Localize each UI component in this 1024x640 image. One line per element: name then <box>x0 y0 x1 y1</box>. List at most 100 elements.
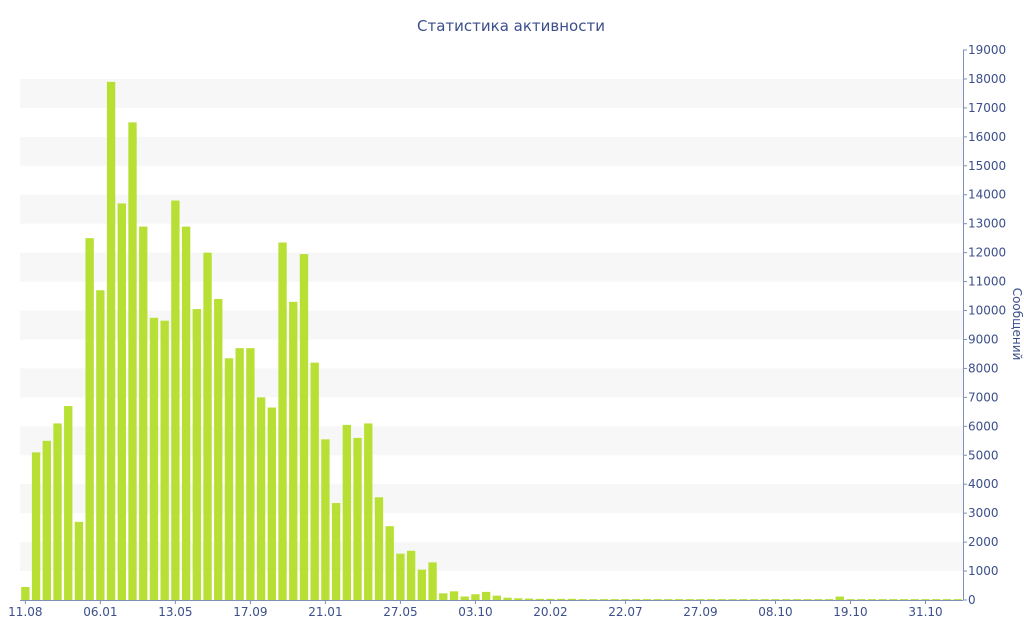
bar[interactable] <box>782 599 791 600</box>
bar[interactable] <box>814 599 823 600</box>
bar[interactable] <box>631 599 641 600</box>
bar[interactable] <box>235 348 244 600</box>
chart-title: Статистика активности <box>417 17 605 35</box>
grid-band <box>20 194 963 224</box>
bar[interactable] <box>42 440 51 600</box>
bar[interactable] <box>267 407 276 601</box>
bar[interactable] <box>610 599 619 600</box>
bar[interactable] <box>439 593 448 600</box>
bar[interactable] <box>556 598 566 600</box>
bar[interactable] <box>85 238 94 600</box>
bar[interactable] <box>106 81 116 601</box>
bar[interactable] <box>642 599 652 600</box>
bar[interactable] <box>899 599 909 600</box>
bar[interactable] <box>385 526 394 600</box>
bar[interactable] <box>256 397 266 600</box>
bar[interactable] <box>310 362 319 600</box>
bar[interactable] <box>289 301 298 600</box>
bar[interactable] <box>192 309 201 600</box>
bar[interactable] <box>53 423 62 600</box>
bar[interactable] <box>589 599 598 600</box>
bar[interactable] <box>481 591 491 600</box>
bar[interactable] <box>214 298 223 600</box>
bar[interactable] <box>803 599 812 600</box>
bar[interactable] <box>492 595 502 600</box>
bar[interactable] <box>599 599 609 600</box>
bar[interactable] <box>567 598 577 600</box>
bar[interactable] <box>364 423 373 600</box>
y-tick-label: 11000 <box>968 275 1006 289</box>
bar[interactable] <box>160 320 169 600</box>
x-tick-label: 17.09 <box>233 605 267 619</box>
bar[interactable] <box>846 599 855 600</box>
bar[interactable] <box>139 226 148 600</box>
bar[interactable] <box>74 521 84 600</box>
bar[interactable] <box>96 290 105 600</box>
bar[interactable] <box>460 596 469 600</box>
bar[interactable] <box>449 591 459 600</box>
bar[interactable] <box>867 599 877 600</box>
bar[interactable] <box>685 599 694 600</box>
y-tick-label: 9000 <box>968 332 999 346</box>
bar[interactable] <box>224 358 234 600</box>
bar[interactable] <box>707 599 716 600</box>
bar[interactable] <box>760 599 769 600</box>
bar[interactable] <box>878 599 887 600</box>
bar[interactable] <box>149 317 159 600</box>
bar[interactable] <box>771 599 780 600</box>
bar[interactable] <box>524 598 534 600</box>
bar[interactable] <box>942 599 952 600</box>
bar[interactable] <box>932 599 941 600</box>
bar[interactable] <box>674 599 684 600</box>
bar[interactable] <box>64 406 73 600</box>
bar[interactable] <box>792 599 802 600</box>
bar[interactable] <box>181 226 191 600</box>
bar[interactable] <box>653 599 662 600</box>
bar[interactable] <box>471 594 480 600</box>
bar[interactable] <box>739 599 748 600</box>
y-tick-label: 19000 <box>968 43 1006 57</box>
bar[interactable] <box>353 437 362 600</box>
bar[interactable] <box>921 599 930 600</box>
bar[interactable] <box>396 553 405 600</box>
bar[interactable] <box>321 439 330 600</box>
bar[interactable] <box>824 599 834 600</box>
bar[interactable] <box>857 599 866 600</box>
grid-band <box>20 78 963 108</box>
bar[interactable] <box>278 242 287 601</box>
bar[interactable] <box>117 203 126 601</box>
bar[interactable] <box>21 586 30 600</box>
bar[interactable] <box>717 599 727 600</box>
x-tick-label: 13.05 <box>158 605 192 619</box>
y-tick-label: 15000 <box>968 159 1006 173</box>
y-tick-label: 18000 <box>968 72 1006 86</box>
bar[interactable] <box>428 562 437 600</box>
bar[interactable] <box>953 599 962 600</box>
bar[interactable] <box>342 424 352 600</box>
bar[interactable] <box>910 599 919 600</box>
bar[interactable] <box>246 348 255 600</box>
bar[interactable] <box>621 599 630 600</box>
bar[interactable] <box>546 598 555 600</box>
bar[interactable] <box>128 122 137 601</box>
bar[interactable] <box>299 254 309 600</box>
bar[interactable] <box>203 252 212 600</box>
x-ticks: 11.08 06.01 13.05 17.09 21.01 27.05 03.10 20.02… <box>8 600 943 619</box>
bar[interactable] <box>171 200 180 600</box>
y-tick-label: 5000 <box>968 448 999 462</box>
bar[interactable] <box>696 599 705 600</box>
bar[interactable] <box>664 599 673 600</box>
bar[interactable] <box>514 598 523 600</box>
bar[interactable] <box>889 599 898 600</box>
bar[interactable] <box>749 599 759 600</box>
bar[interactable] <box>417 569 427 600</box>
bar[interactable] <box>535 598 544 600</box>
bar[interactable] <box>578 599 587 600</box>
bar[interactable] <box>331 503 341 600</box>
bar[interactable] <box>503 597 512 600</box>
bar[interactable] <box>374 497 384 600</box>
bar[interactable] <box>406 550 416 600</box>
bar[interactable] <box>835 596 844 600</box>
bar[interactable] <box>31 452 41 600</box>
bar[interactable] <box>728 599 737 600</box>
